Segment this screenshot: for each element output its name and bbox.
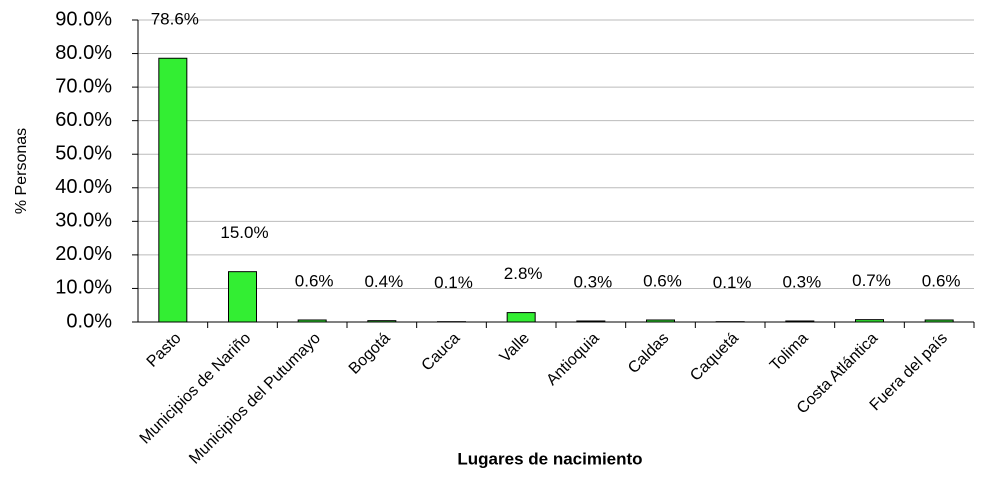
x-tick-label: Tolima xyxy=(767,330,812,375)
y-tick-label: 40.0% xyxy=(55,176,112,198)
bar xyxy=(785,320,815,323)
y-tick-label: 60.0% xyxy=(55,109,112,131)
x-tick-label: Caquetá xyxy=(687,330,742,385)
bar xyxy=(297,319,327,323)
y-tick-label: 0.0% xyxy=(66,310,112,332)
data-label: 15.0% xyxy=(220,223,268,242)
y-tick-label: 30.0% xyxy=(55,210,112,232)
bar xyxy=(228,271,257,323)
data-label: 0.3% xyxy=(782,272,821,291)
data-label: 0.6% xyxy=(643,271,682,290)
x-axis-title: Lugares de nacimiento xyxy=(457,449,642,468)
data-label: 0.6% xyxy=(922,271,961,290)
bar xyxy=(924,319,954,323)
y-tick-label: 90.0% xyxy=(55,8,112,30)
x-tick-label: Bogotá xyxy=(346,330,394,378)
y-tick-label: 70.0% xyxy=(55,75,112,97)
x-tick-label: Municipios del Putumayo xyxy=(186,330,324,468)
bar xyxy=(855,319,884,323)
data-label: 0.1% xyxy=(434,273,473,292)
data-label: 0.3% xyxy=(573,272,612,291)
data-label: 78.6% xyxy=(151,10,199,29)
data-label: 0.7% xyxy=(852,271,891,290)
x-tick-label: Cauca xyxy=(419,330,464,375)
bar xyxy=(506,312,536,323)
x-tick-label: Pasto xyxy=(144,330,185,371)
y-tick-label: 80.0% xyxy=(55,42,112,64)
x-tick-label: Valle xyxy=(497,330,533,366)
bar xyxy=(646,319,675,323)
y-axis-title: % Personas xyxy=(13,128,30,214)
data-label: 0.1% xyxy=(713,273,752,292)
bar xyxy=(158,57,188,323)
data-label: 0.6% xyxy=(295,271,334,290)
x-tick-label: Antioquia xyxy=(543,330,602,389)
y-tick-label: 20.0% xyxy=(55,243,112,265)
data-label: 0.4% xyxy=(364,272,403,291)
data-label: 2.8% xyxy=(504,264,543,283)
bar xyxy=(367,320,397,323)
y-tick-label: 10.0% xyxy=(55,277,112,299)
x-tick-label: Caldas xyxy=(625,330,672,377)
bar xyxy=(576,320,606,323)
y-tick-label: 50.0% xyxy=(55,143,112,165)
